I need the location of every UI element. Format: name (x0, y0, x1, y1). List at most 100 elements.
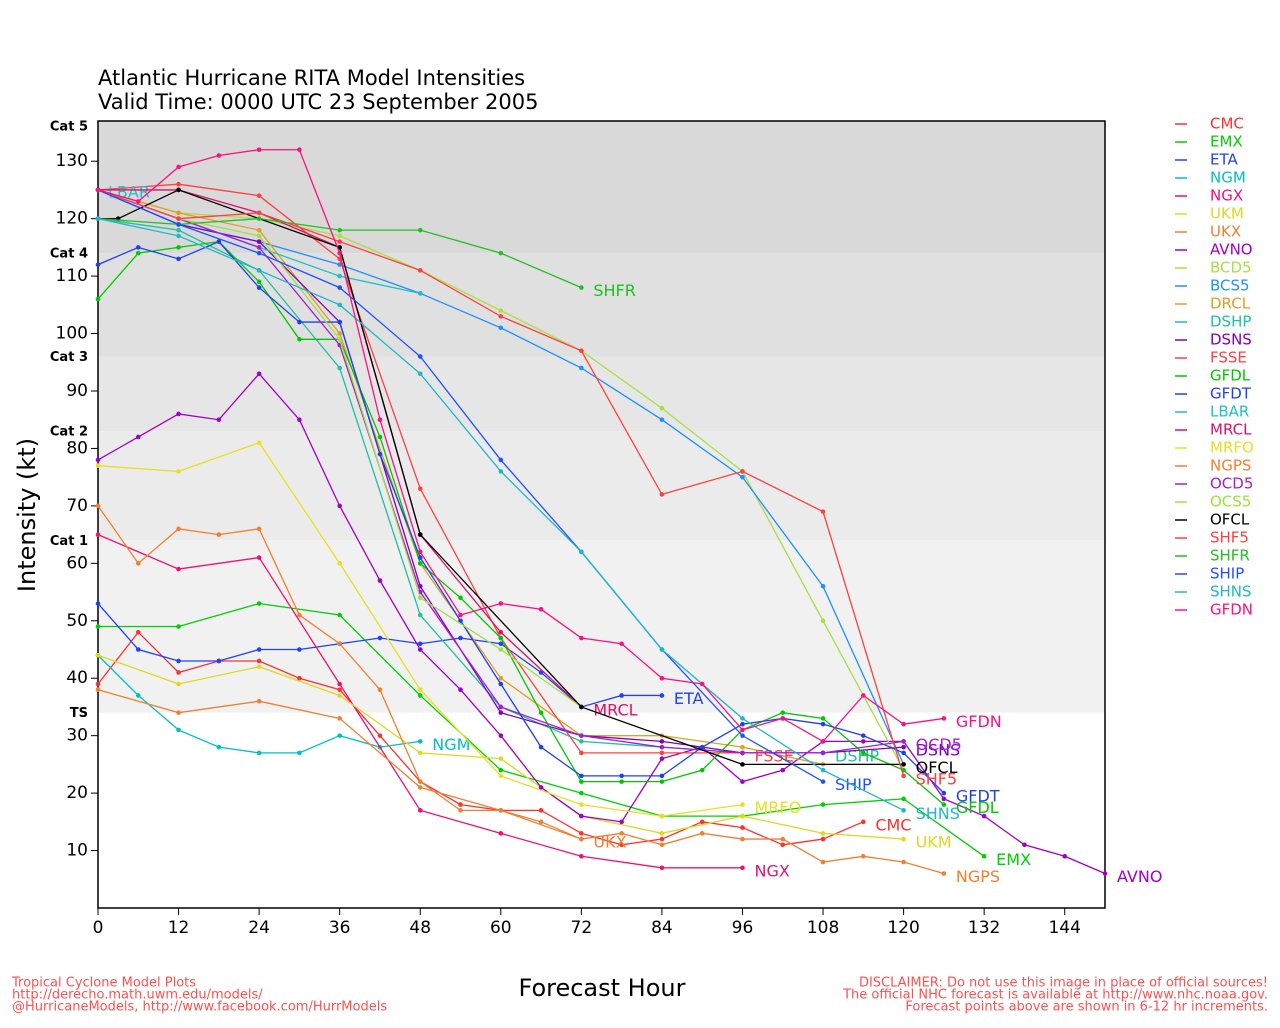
data-point (498, 733, 504, 738)
data-point (780, 842, 786, 848)
data-point (176, 233, 181, 239)
data-point (216, 744, 222, 750)
data-point (337, 693, 342, 698)
category-label: Cat 5 (50, 120, 88, 135)
data-point (538, 710, 544, 715)
data-point (337, 250, 342, 256)
footer-right: DISCLAIMER: Do not use this image in pla… (859, 976, 1268, 991)
data-point (216, 417, 222, 423)
data-point (981, 813, 987, 819)
data-point (861, 853, 866, 859)
data-point (297, 319, 302, 325)
data-point (820, 767, 826, 773)
data-point (498, 469, 504, 474)
data-point (297, 750, 302, 756)
data-point (337, 641, 342, 647)
data-point (1102, 871, 1108, 876)
data-point (458, 618, 463, 624)
data-point (659, 813, 665, 819)
data-point (256, 268, 262, 273)
data-point (95, 296, 101, 302)
data-point (659, 647, 665, 652)
data-point (337, 503, 342, 509)
y-tick-label: 10 (66, 841, 88, 861)
data-point (337, 233, 342, 239)
category-label: TS (70, 706, 88, 721)
data-point (780, 767, 786, 773)
data-point (579, 733, 584, 738)
data-point (176, 469, 181, 474)
series-end-label: OFCL (916, 758, 958, 777)
series-line (97, 631, 864, 846)
data-point (579, 549, 584, 555)
category-band (98, 253, 1105, 357)
legend-label: GFDT (1210, 385, 1252, 403)
data-point (458, 612, 463, 618)
data-point (740, 750, 745, 756)
data-point (135, 629, 141, 635)
data-point (579, 802, 584, 807)
legend-label: OCS5 (1210, 493, 1251, 511)
category-label: Cat 3 (50, 350, 88, 365)
data-point (256, 698, 262, 704)
series-end-label: NGM (432, 735, 470, 754)
data-point (417, 371, 423, 377)
data-point (297, 336, 302, 342)
data-point (619, 842, 624, 848)
data-point (498, 601, 504, 606)
data-point (538, 606, 544, 612)
data-point (538, 744, 544, 750)
data-point (458, 802, 463, 807)
x-tick-label: 108 (807, 918, 839, 938)
data-point (216, 153, 222, 158)
data-point (498, 250, 504, 256)
data-point (740, 762, 745, 767)
y-tick-label: 40 (66, 668, 88, 688)
data-point (659, 773, 665, 779)
data-point (740, 802, 745, 807)
series-end-label: NGPS (956, 867, 1000, 886)
data-point (861, 819, 866, 825)
data-point (95, 652, 101, 658)
data-point (740, 716, 745, 721)
data-point (297, 675, 302, 681)
data-point (901, 721, 906, 727)
data-point (820, 859, 826, 865)
data-point (337, 273, 342, 279)
y-tick-label: 90 (66, 381, 88, 401)
data-point (417, 785, 423, 790)
data-point (417, 291, 423, 296)
data-point (498, 308, 504, 313)
legend-label: LBAR (1210, 403, 1249, 421)
x-tick-label: 36 (329, 918, 351, 938)
data-point (820, 831, 826, 836)
legend-label: FSSE (1210, 349, 1247, 367)
data-point (579, 365, 584, 371)
legend-label: UKM (1210, 205, 1244, 223)
data-point (417, 595, 423, 601)
data-point (176, 411, 181, 417)
data-point (659, 417, 665, 423)
data-point (337, 561, 342, 566)
data-point (579, 739, 584, 744)
legend-label: CMC (1210, 115, 1244, 133)
data-point (256, 147, 262, 153)
data-point (256, 233, 262, 239)
data-point (498, 635, 504, 641)
series-end-label: GFDL (956, 798, 999, 817)
y-tick-label: 60 (66, 553, 88, 573)
legend-label: EMX (1210, 133, 1243, 151)
data-point (297, 612, 302, 618)
y-tick-label: 110 (56, 266, 88, 286)
data-point (417, 268, 423, 273)
data-point (498, 457, 504, 463)
data-point (901, 744, 906, 750)
legend-label: BCS5 (1210, 277, 1250, 295)
data-point (377, 451, 383, 457)
x-tick-label: 96 (732, 918, 754, 938)
legend-label: NGM (1210, 169, 1246, 187)
series-end-label: SHFR (593, 281, 636, 300)
data-point (256, 601, 262, 606)
data-point (417, 354, 423, 359)
data-point (820, 750, 826, 756)
